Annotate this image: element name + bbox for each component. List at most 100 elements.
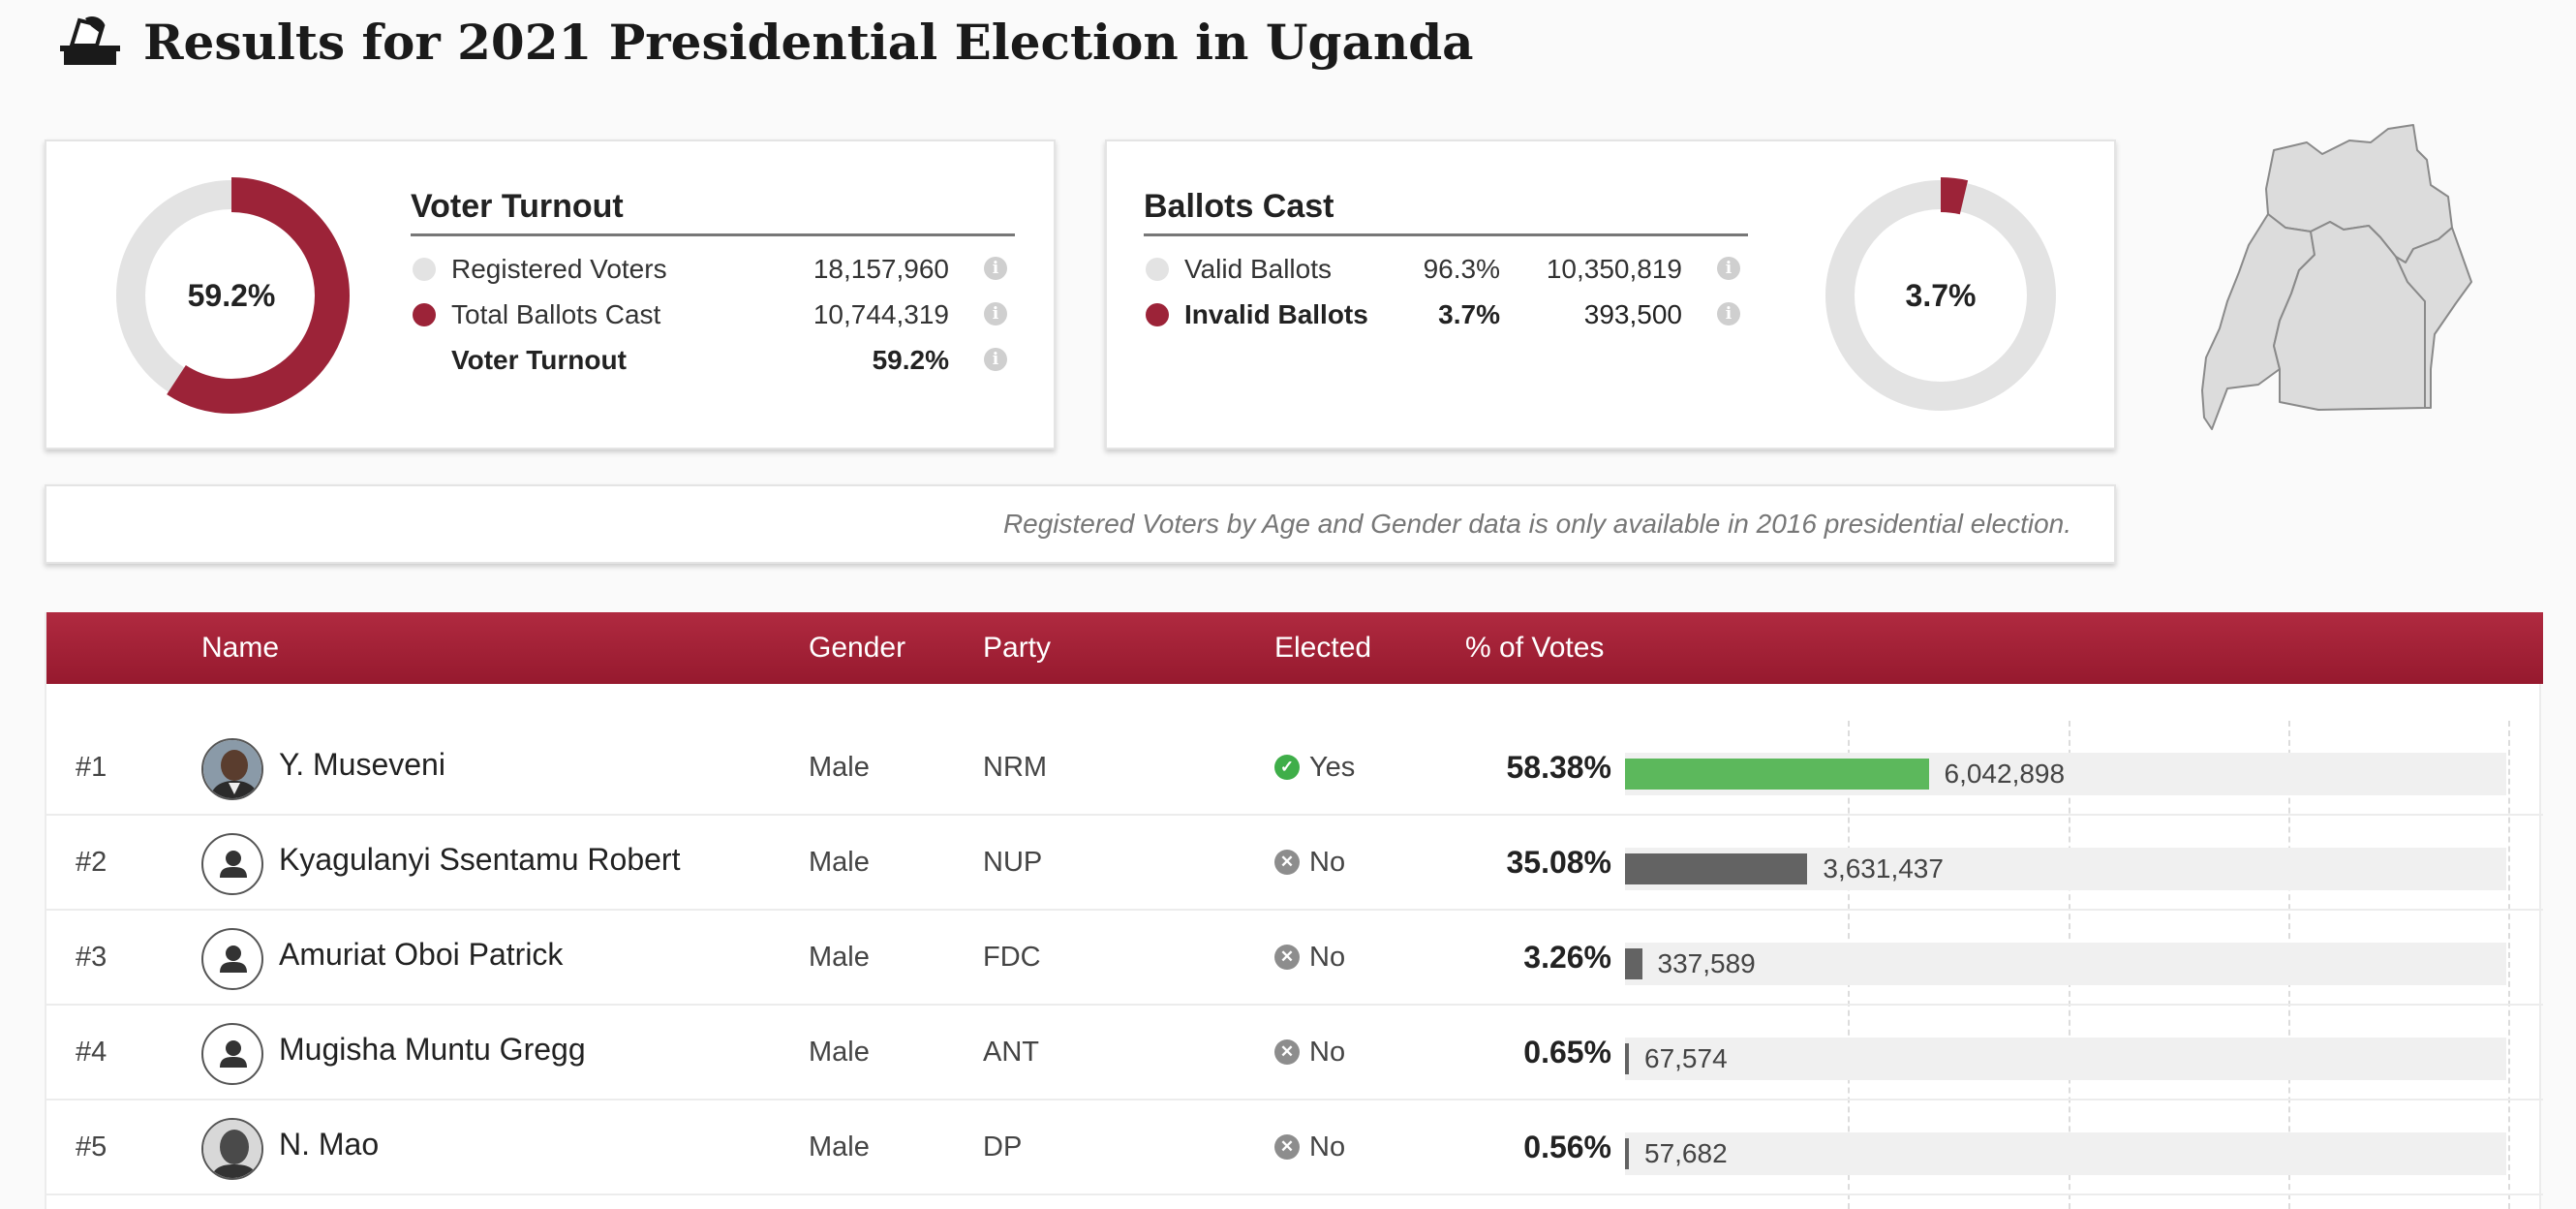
candidate-name[interactable]: Amuriat Oboi Patrick — [279, 936, 564, 972]
vote-bar — [1625, 1138, 1629, 1169]
table-header: Name Gender Party Elected % of Votes — [46, 612, 2543, 684]
info-icon[interactable]: i — [1717, 302, 1740, 326]
central-region[interactable] — [2273, 221, 2426, 411]
legend-dot-red — [1146, 303, 1169, 326]
ballot-box-icon — [60, 16, 120, 65]
candidate-gender: Male — [809, 1036, 870, 1068]
candidate-rank: #2 — [76, 846, 107, 878]
info-icon[interactable]: i — [984, 257, 1007, 280]
candidate-party: ANT — [983, 1036, 1039, 1068]
invalid-percentage: 3.7% — [1905, 277, 1977, 313]
uganda-map[interactable] — [2198, 121, 2508, 441]
notice-panel: Registered Voters by Age and Gender data… — [45, 484, 2116, 564]
invalid-ballots-pct: 3.7% — [1438, 298, 1500, 329]
elected-label: No — [1309, 846, 1346, 878]
ballots-donut-chart: 3.7% — [1822, 176, 2060, 415]
page-title: Results for 2021 Presidential Election i… — [143, 13, 1474, 71]
candidate-rank: #5 — [76, 1131, 107, 1162]
candidate-gender: Male — [809, 751, 870, 783]
eastern-region[interactable] — [2395, 227, 2472, 409]
vote-bar — [1625, 948, 1642, 979]
column-header-name[interactable]: Name — [201, 632, 280, 664]
voter-turnout-value: 59.2% — [872, 344, 949, 375]
page-header: Results for 2021 Presidential Election i… — [58, 8, 1474, 76]
candidate-name[interactable]: Mugisha Muntu Gregg — [279, 1031, 586, 1067]
candidate-gender: Male — [809, 1131, 870, 1162]
user-placeholder-icon — [201, 928, 263, 990]
vote-percentage: 0.56% — [1523, 1129, 1611, 1164]
elected-label: No — [1309, 1131, 1346, 1162]
turnout-stats: Voter Turnout Registered Voters 18,157,9… — [411, 188, 1015, 383]
total-ballots-value: 10,744,319 — [813, 298, 949, 329]
candidate-party: NRM — [983, 751, 1048, 783]
notice-text: Registered Voters by Age and Gender data… — [1002, 509, 2071, 539]
candidate-rank: #3 — [76, 941, 107, 973]
vote-bar — [1625, 1043, 1629, 1074]
elected-status: ✕ No — [1274, 1006, 1345, 1099]
elected-label: No — [1309, 1036, 1346, 1068]
vote-bar-track: 6,042,898 — [1625, 753, 2506, 795]
column-header-party[interactable]: Party — [983, 632, 1052, 664]
elected-label: Yes — [1309, 751, 1356, 783]
info-icon[interactable]: i — [1717, 257, 1740, 280]
vote-bar — [1625, 853, 1808, 884]
voter-turnout-card: 59.2% Voter Turnout Registered Voters 18… — [45, 140, 1056, 450]
table-row[interactable]: #5 N. Mao Male DP ✕ No 0.56% 57,682 — [46, 1100, 2543, 1195]
candidate-photo — [201, 1118, 263, 1180]
x-circle-icon: ✕ — [1274, 850, 1300, 875]
turnout-title: Voter Turnout — [411, 188, 1015, 236]
candidate-rank: #1 — [76, 751, 107, 783]
candidate-name[interactable]: N. Mao — [279, 1126, 380, 1162]
table-row[interactable]: #2 Kyagulanyi Ssentamu Robert Male NUP ✕… — [46, 816, 2543, 911]
vote-count: 57,682 — [1644, 1138, 1728, 1168]
invalid-ballots-value: 393,500 — [1583, 298, 1682, 329]
ballots-title: Ballots Cast — [1144, 188, 1748, 236]
table-row[interactable]: #4 Mugisha Muntu Gregg Male ANT ✕ No 0.6… — [46, 1006, 2543, 1100]
elected-status: ✕ No — [1274, 1100, 1345, 1194]
vote-bar — [1625, 759, 1929, 790]
ballots-cast-card: Ballots Cast Valid Ballots 96.3% 10,350,… — [1105, 140, 2116, 450]
x-circle-icon: ✕ — [1274, 1039, 1300, 1065]
total-ballots-label: Total Ballots Cast — [451, 298, 661, 329]
turnout-donut-chart: 59.2% — [112, 176, 351, 415]
grid-line — [2508, 721, 2510, 1209]
elected-status: ✕ No — [1274, 816, 1345, 909]
voter-turnout-label: Voter Turnout — [451, 344, 627, 375]
column-header-elected[interactable]: Elected — [1274, 632, 1372, 664]
table-row[interactable]: #3 Amuriat Oboi Patrick Male FDC ✕ No 3.… — [46, 911, 2543, 1006]
x-circle-icon: ✕ — [1274, 1134, 1300, 1160]
turnout-percentage: 59.2% — [187, 277, 276, 313]
candidate-name[interactable]: Kyagulanyi Ssentamu Robert — [279, 841, 681, 877]
vote-bar-track: 337,589 — [1625, 943, 2506, 985]
vote-bar-track: 3,631,437 — [1625, 848, 2506, 890]
invalid-ballots-row: Invalid Ballots 3.7% 393,500 i — [1144, 292, 1748, 337]
vote-count: 337,589 — [1657, 948, 1756, 978]
vote-percentage: 3.26% — [1523, 939, 1611, 975]
elected-label: No — [1309, 941, 1346, 973]
elected-status: ✓ Yes — [1274, 721, 1355, 814]
legend-dot-grey — [413, 258, 436, 281]
candidate-party: DP — [983, 1131, 1023, 1162]
info-icon[interactable]: i — [984, 302, 1007, 326]
x-circle-icon: ✕ — [1274, 945, 1300, 970]
candidate-rank: #4 — [76, 1036, 107, 1068]
valid-ballots-label: Valid Ballots — [1184, 253, 1333, 284]
user-placeholder-icon — [201, 833, 263, 895]
candidate-name[interactable]: Y. Museveni — [279, 746, 445, 782]
valid-ballots-value: 10,350,819 — [1546, 253, 1682, 284]
results-table: Name Gender Party Elected % of Votes #1 … — [45, 612, 2543, 1209]
valid-ballots-pct: 96.3% — [1423, 253, 1500, 284]
vote-count: 3,631,437 — [1823, 853, 1944, 884]
valid-ballots-row: Valid Ballots 96.3% 10,350,819 i — [1144, 246, 1748, 292]
column-header-votes[interactable]: % of Votes — [1465, 632, 1605, 664]
ballots-stats: Ballots Cast Valid Ballots 96.3% 10,350,… — [1144, 188, 1748, 337]
user-placeholder-icon — [201, 1023, 263, 1085]
column-header-gender[interactable]: Gender — [809, 632, 906, 664]
vote-bar-track: 67,574 — [1625, 1038, 2506, 1080]
elected-status: ✕ No — [1274, 911, 1345, 1004]
info-icon[interactable]: i — [984, 348, 1007, 371]
candidate-gender: Male — [809, 941, 870, 973]
vote-count: 67,574 — [1644, 1043, 1728, 1073]
legend-dot-grey — [1146, 258, 1169, 281]
table-row[interactable]: #1 Y. Museveni Male NRM ✓ Yes 58.38% 6,0… — [46, 721, 2543, 816]
